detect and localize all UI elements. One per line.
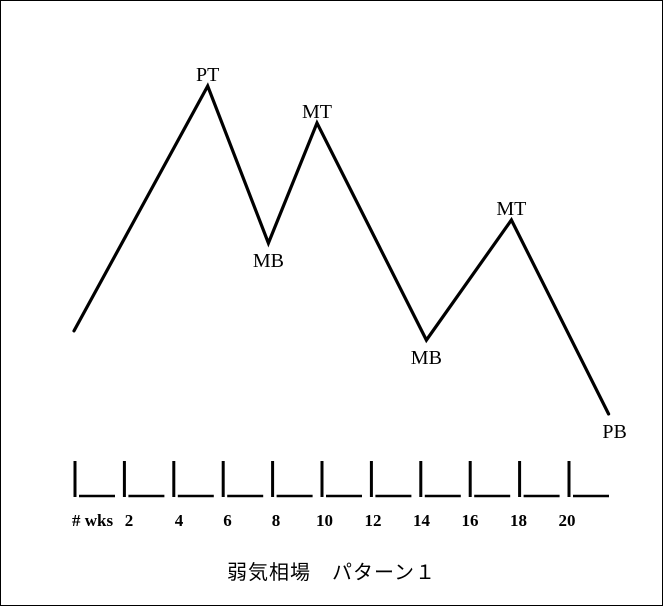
axis-tick-label: 10 [316, 511, 333, 530]
point-label-mt: MT [302, 101, 332, 123]
axis-tick-label: 2 [125, 511, 134, 530]
axis-tick-label: 4 [175, 511, 184, 530]
axis-tick-label: 18 [510, 511, 527, 530]
axis-tick-label: 12 [365, 511, 382, 530]
axis-tick-label: 20 [559, 511, 576, 530]
diagram-caption: 弱気相場 パターン１ [227, 560, 436, 584]
axis-tick-label: 6 [223, 511, 232, 530]
point-label-mt: MT [496, 198, 526, 220]
axis-tick-label: 14 [413, 511, 431, 530]
week-axis: # wks 2 4 6 8 10 12 14 16 18 20 [72, 461, 609, 530]
price-path-line [72, 82, 611, 416]
point-label-pt: PT [196, 64, 219, 86]
point-label-mb: MB [253, 250, 284, 272]
point-label-mb: MB [411, 347, 442, 369]
point-label-pb: PB [602, 421, 626, 443]
price-path-layer [72, 82, 611, 416]
axis-tick-label: 8 [272, 511, 281, 530]
axis-prefix-label: # wks [72, 511, 113, 530]
axis-tick-label: 16 [462, 511, 479, 530]
point-label-layer: PT MB MT MB MT PB [196, 64, 627, 443]
